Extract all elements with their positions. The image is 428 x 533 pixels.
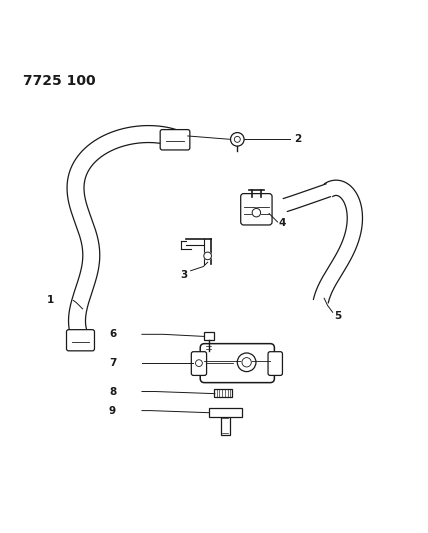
Text: 3: 3: [180, 270, 187, 280]
FancyBboxPatch shape: [268, 352, 282, 375]
Circle shape: [196, 360, 202, 367]
FancyBboxPatch shape: [160, 130, 190, 150]
Circle shape: [204, 252, 211, 260]
Circle shape: [252, 208, 261, 217]
Circle shape: [231, 133, 244, 146]
Text: 4: 4: [279, 218, 286, 228]
Text: 8: 8: [109, 386, 116, 397]
Circle shape: [237, 353, 256, 372]
Text: 2: 2: [294, 134, 302, 144]
Text: 9: 9: [109, 406, 116, 416]
Text: 5: 5: [334, 311, 342, 321]
FancyBboxPatch shape: [191, 352, 207, 375]
Text: 7: 7: [109, 358, 116, 368]
FancyBboxPatch shape: [200, 344, 274, 383]
FancyBboxPatch shape: [214, 389, 232, 398]
Circle shape: [242, 358, 251, 367]
Circle shape: [235, 136, 240, 142]
FancyBboxPatch shape: [66, 329, 95, 351]
Text: 6: 6: [109, 329, 116, 340]
FancyBboxPatch shape: [204, 332, 214, 340]
Bar: [221, 413, 230, 435]
Bar: [209, 408, 241, 417]
FancyBboxPatch shape: [241, 193, 272, 225]
Text: 7725 100: 7725 100: [23, 74, 96, 87]
Text: 1: 1: [47, 295, 54, 304]
